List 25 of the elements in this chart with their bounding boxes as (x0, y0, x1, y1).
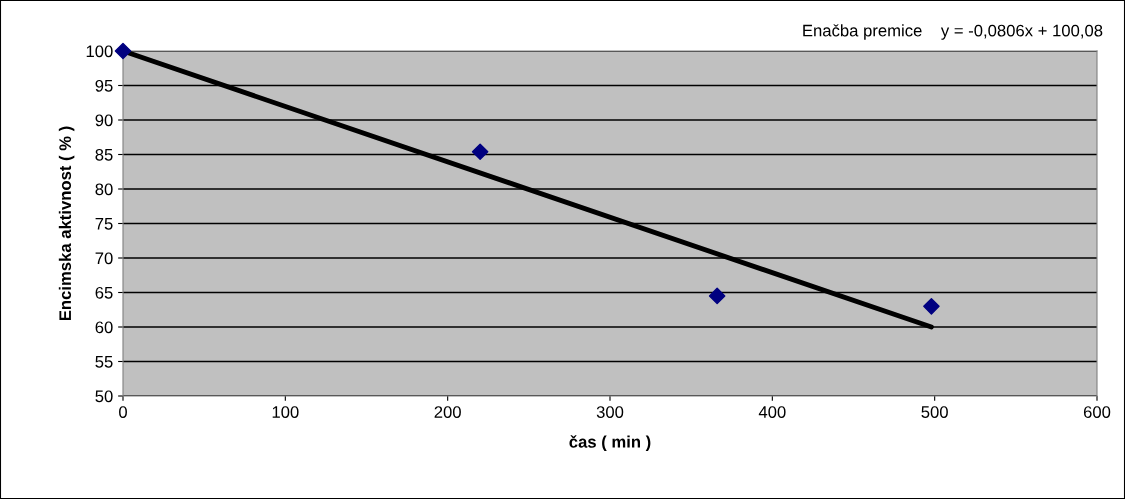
x-tick-label: 300 (596, 406, 624, 418)
x-tick-label: 0 (119, 406, 127, 418)
x-tick-label: 400 (758, 406, 786, 418)
x-tick-label: 500 (921, 406, 948, 418)
x-tick-label: 200 (434, 406, 461, 418)
x-tick-label: 100 (272, 406, 299, 418)
y-tick-label: 55 (95, 356, 113, 368)
y-axis-title: Encimska aktivnost ( % ) (58, 126, 75, 321)
y-tick-label: 65 (95, 286, 113, 299)
y-tick-label: 95 (95, 79, 113, 92)
y-tick-label: 90 (95, 114, 113, 127)
y-tick-label: 80 (95, 183, 113, 196)
point (114, 42, 132, 60)
y-tick-label: 100 (86, 45, 113, 58)
point (471, 143, 489, 161)
y-tick-label: 70 (95, 252, 113, 265)
point (923, 297, 940, 315)
y-tick-label: 75 (95, 218, 113, 230)
text: Enačba premice y = -0,0806x + 100,08 (803, 24, 1103, 40)
y-tick-label: 85 (95, 148, 113, 161)
y-tick-label: 60 (95, 321, 113, 334)
x-axis-title: čas ( min ) (569, 435, 651, 452)
y-tick-label: 50 (95, 390, 113, 403)
x-tick-label: 600 (1083, 406, 1111, 418)
point (708, 287, 726, 305)
